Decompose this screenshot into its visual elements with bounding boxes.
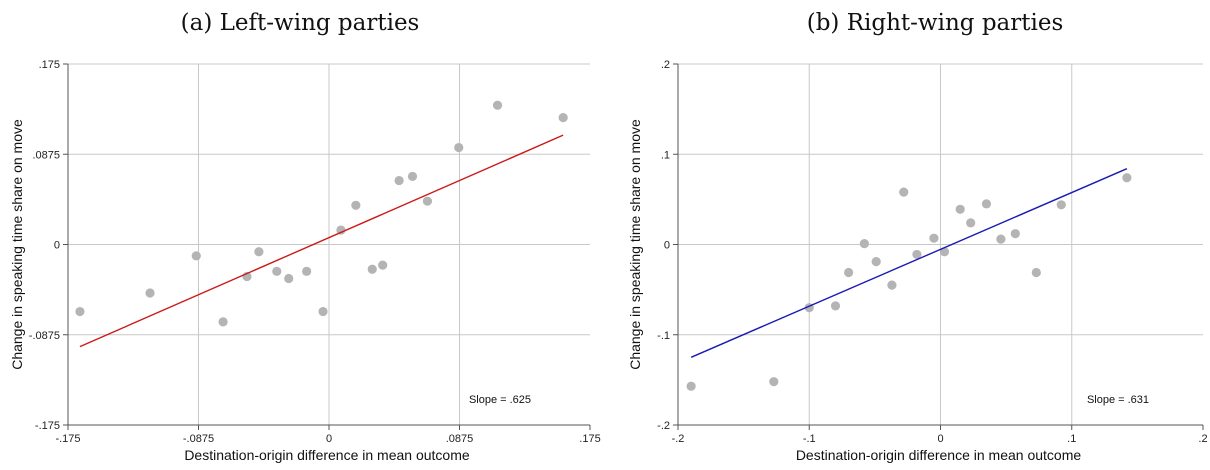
x-tick-label: 0 <box>937 433 943 445</box>
x-tick-label: -.1 <box>803 433 816 445</box>
data-point <box>75 306 85 317</box>
data-point <box>966 218 976 228</box>
panel-title: (b) Right-wing parties <box>807 10 1064 36</box>
data-point <box>407 171 418 182</box>
x-tick-label: 0 <box>326 433 332 445</box>
data-point <box>454 142 464 153</box>
slope-annotation: Slope = .631 <box>1087 394 1149 406</box>
data-point <box>871 257 881 267</box>
data-point <box>284 273 294 284</box>
x-tick-label: .1 <box>1067 433 1076 445</box>
y-tick-label: .175 <box>39 59 60 71</box>
y-tick-label: 0 <box>54 240 60 252</box>
fit-line <box>79 134 564 348</box>
data-point <box>422 196 433 206</box>
data-point <box>558 113 568 123</box>
y-tick-label: 0 <box>664 240 670 252</box>
data-point <box>887 280 897 290</box>
data-point <box>996 234 1006 244</box>
data-point <box>686 381 696 391</box>
data-point <box>955 204 965 214</box>
y-axis-label: Change in speaking time share on move <box>9 119 25 370</box>
data-point <box>844 267 854 278</box>
data-point <box>254 247 264 257</box>
x-tick-label: .175 <box>579 433 600 445</box>
data-point <box>302 266 312 276</box>
data-point <box>1122 173 1132 183</box>
data-point <box>1056 200 1066 210</box>
data-point <box>1031 267 1041 278</box>
y-tick-label: -.1 <box>657 330 670 342</box>
y-tick-label: .0875 <box>32 149 60 161</box>
data-point <box>394 175 404 186</box>
x-tick-label: .0875 <box>446 433 474 445</box>
slope-annotation: Slope = .625 <box>469 394 531 406</box>
data-point <box>769 377 779 387</box>
data-point <box>378 260 388 270</box>
data-point <box>318 306 328 317</box>
chart-panel-2: -.2 -.1 0 .1 .2 -.2 -.1 0 .1 .2 (b) Right-wing par… <box>627 10 1208 463</box>
data-point <box>981 199 992 209</box>
panel-title: (a) Left-wing parties <box>181 10 420 36</box>
x-tick-label: -.2 <box>672 433 685 445</box>
data-point <box>929 233 939 243</box>
data-point <box>492 100 503 110</box>
x-tick-label: -.175 <box>55 433 80 445</box>
x-axis-label: Destination-origin difference in mean ou… <box>796 447 1082 463</box>
data-point <box>939 247 950 257</box>
y-tick-label: .2 <box>661 59 670 71</box>
chart-panel-1: -.175 -.0875 0 .0875 .175 -.175 -.0875 0 .0875 .1… <box>9 10 601 463</box>
fit-line <box>690 168 1128 358</box>
x-tick-label: .2 <box>1198 433 1207 445</box>
data-point <box>367 264 377 274</box>
data-point <box>218 317 228 327</box>
data-point <box>859 238 869 249</box>
y-tick-label: .1 <box>661 149 670 161</box>
data-point <box>830 301 841 311</box>
y-axis-label: Change in speaking time share on move <box>627 119 643 370</box>
data-point <box>351 200 361 210</box>
y-tick-label: -.0875 <box>29 330 60 342</box>
data-point <box>272 266 282 276</box>
data-point <box>1010 229 1020 239</box>
x-tick-label: -.0875 <box>183 433 214 445</box>
y-tick-label: -.175 <box>35 420 60 432</box>
data-point <box>912 249 922 260</box>
x-axis-label: Destination-origin difference in mean ou… <box>184 447 470 463</box>
y-tick-label: -.2 <box>657 420 670 432</box>
data-point <box>145 288 155 298</box>
data-point <box>191 251 201 261</box>
data-point <box>899 187 909 197</box>
data-point <box>336 225 346 235</box>
